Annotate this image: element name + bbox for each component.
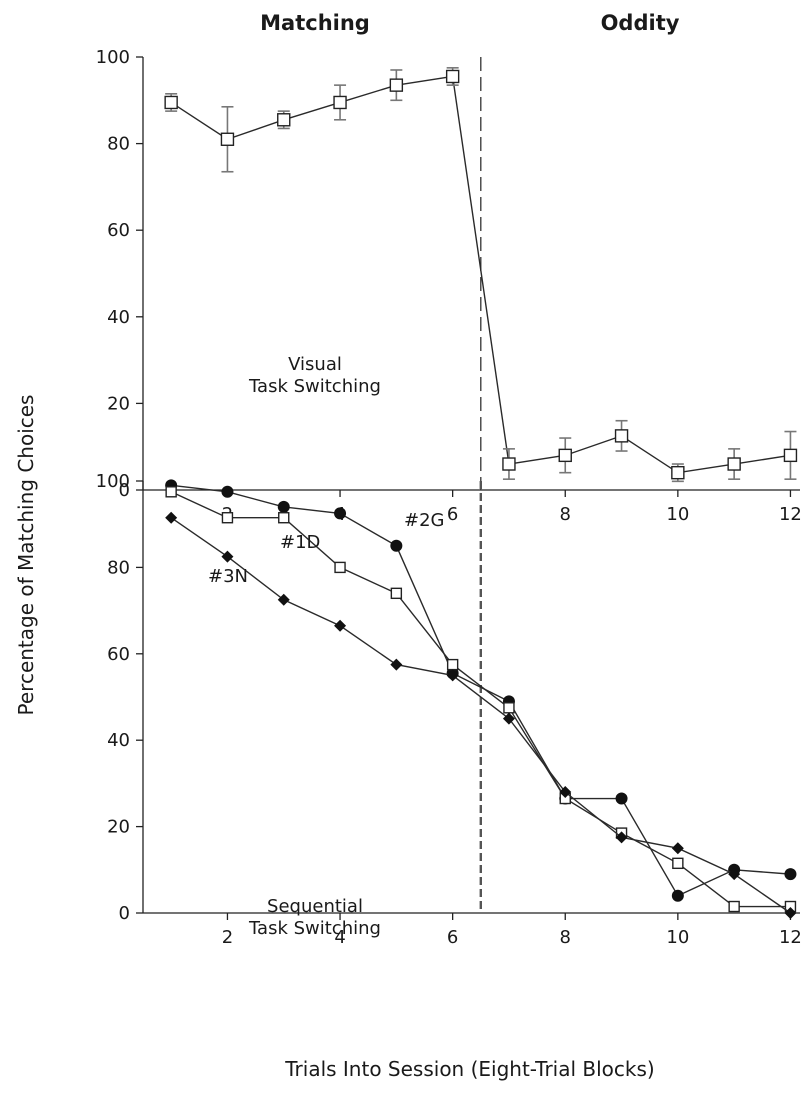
- data-point-square: [446, 658, 459, 671]
- y-tick-label: 40: [107, 307, 130, 328]
- data-point-diamond: [728, 868, 741, 881]
- series-label: #2G: [404, 510, 444, 531]
- series-label: #1D: [280, 532, 320, 553]
- data-point-diamond: [671, 842, 684, 855]
- y-tick-label: 0: [119, 903, 130, 924]
- series-line: [171, 484, 791, 897]
- data-point-square: [502, 457, 516, 471]
- data-point-square: [390, 587, 403, 600]
- x-tick-label: 6: [447, 504, 458, 525]
- data-point-square: [278, 512, 290, 524]
- data-point-square: [671, 465, 685, 480]
- x-tick-label: 8: [560, 927, 571, 948]
- data-point-diamond: [334, 619, 347, 632]
- y-tick-label: 0: [119, 480, 130, 501]
- y-tick-label: 20: [107, 393, 130, 414]
- x-tick-label: 4: [334, 927, 345, 948]
- y-tick-label: 80: [107, 134, 130, 155]
- panel-annotation-line: Task Switching: [248, 376, 381, 397]
- data-point-square: [503, 702, 515, 714]
- data-point-square: [728, 900, 740, 913]
- panel-annotation: Visual Task Switching: [248, 354, 381, 397]
- x-tick-label: 6: [447, 927, 458, 948]
- data-point-square: [558, 448, 572, 463]
- x-tick-label: 10: [666, 927, 689, 948]
- y-tick-label: 60: [107, 644, 130, 665]
- x-tick-label: 12: [779, 504, 802, 525]
- y-tick-label: 60: [107, 220, 130, 241]
- series-label: #3N: [208, 566, 248, 587]
- data-point-diamond: [277, 593, 290, 606]
- panel-visual-task-switching: 02040608010024681012VisualTask Switching: [96, 47, 802, 525]
- y-axis-label: Percentage of Matching Choices: [14, 395, 38, 716]
- data-point-square: [614, 429, 629, 443]
- panel-annotation-line: Task Switching: [248, 918, 381, 939]
- data-point-circle: [671, 889, 684, 902]
- data-point-square: [672, 857, 684, 870]
- data-point-diamond: [221, 550, 234, 563]
- data-point-diamond: [390, 658, 403, 671]
- data-point-square: [277, 113, 291, 127]
- data-point-circle: [784, 868, 797, 881]
- phase-label-oddity: Oddity: [601, 11, 680, 35]
- data-point-circle: [390, 539, 403, 552]
- data-point-diamond: [784, 907, 797, 919]
- data-point-circle: [334, 507, 347, 520]
- data-point-circle: [277, 500, 290, 513]
- series-line: [170, 75, 791, 474]
- data-point-diamond: [559, 786, 572, 799]
- data-point-square: [164, 95, 178, 110]
- x-tick-label: 12: [779, 927, 802, 948]
- x-tick-label: 2: [222, 927, 233, 948]
- panel-annotation-line: Visual: [288, 354, 342, 375]
- data-point-square: [389, 78, 404, 92]
- series-line: [170, 491, 791, 908]
- data-point-diamond: [165, 511, 178, 524]
- panel-annotation: Sequential Task Switching: [248, 896, 381, 939]
- data-point-square: [221, 512, 234, 524]
- data-point-circle: [615, 792, 628, 805]
- data-point-square: [727, 457, 741, 471]
- phase-label-matching: Matching: [260, 11, 370, 35]
- data-point-square: [334, 561, 346, 574]
- x-axis-label: Trials Into Session (Eight-Trial Blocks): [284, 1057, 654, 1081]
- y-tick-label: 100: [96, 471, 130, 492]
- data-point-circle: [221, 485, 234, 498]
- data-point-square: [165, 486, 177, 498]
- x-tick-label: 8: [560, 504, 571, 525]
- data-point-diamond: [446, 669, 459, 682]
- series-line: [170, 517, 791, 914]
- data-point-diamond: [502, 712, 515, 725]
- y-tick-label: 20: [107, 817, 130, 838]
- panel-annotation-line: Sequential: [267, 896, 363, 917]
- y-tick-label: 100: [96, 47, 130, 68]
- data-point-square: [783, 448, 798, 463]
- y-tick-label: 40: [107, 730, 130, 751]
- y-tick-label: 80: [107, 557, 130, 578]
- data-point-square: [333, 95, 347, 110]
- data-point-diamond: [615, 831, 628, 844]
- data-point-square: [445, 69, 460, 84]
- data-point-square: [220, 132, 235, 146]
- x-tick-label: 10: [666, 504, 689, 525]
